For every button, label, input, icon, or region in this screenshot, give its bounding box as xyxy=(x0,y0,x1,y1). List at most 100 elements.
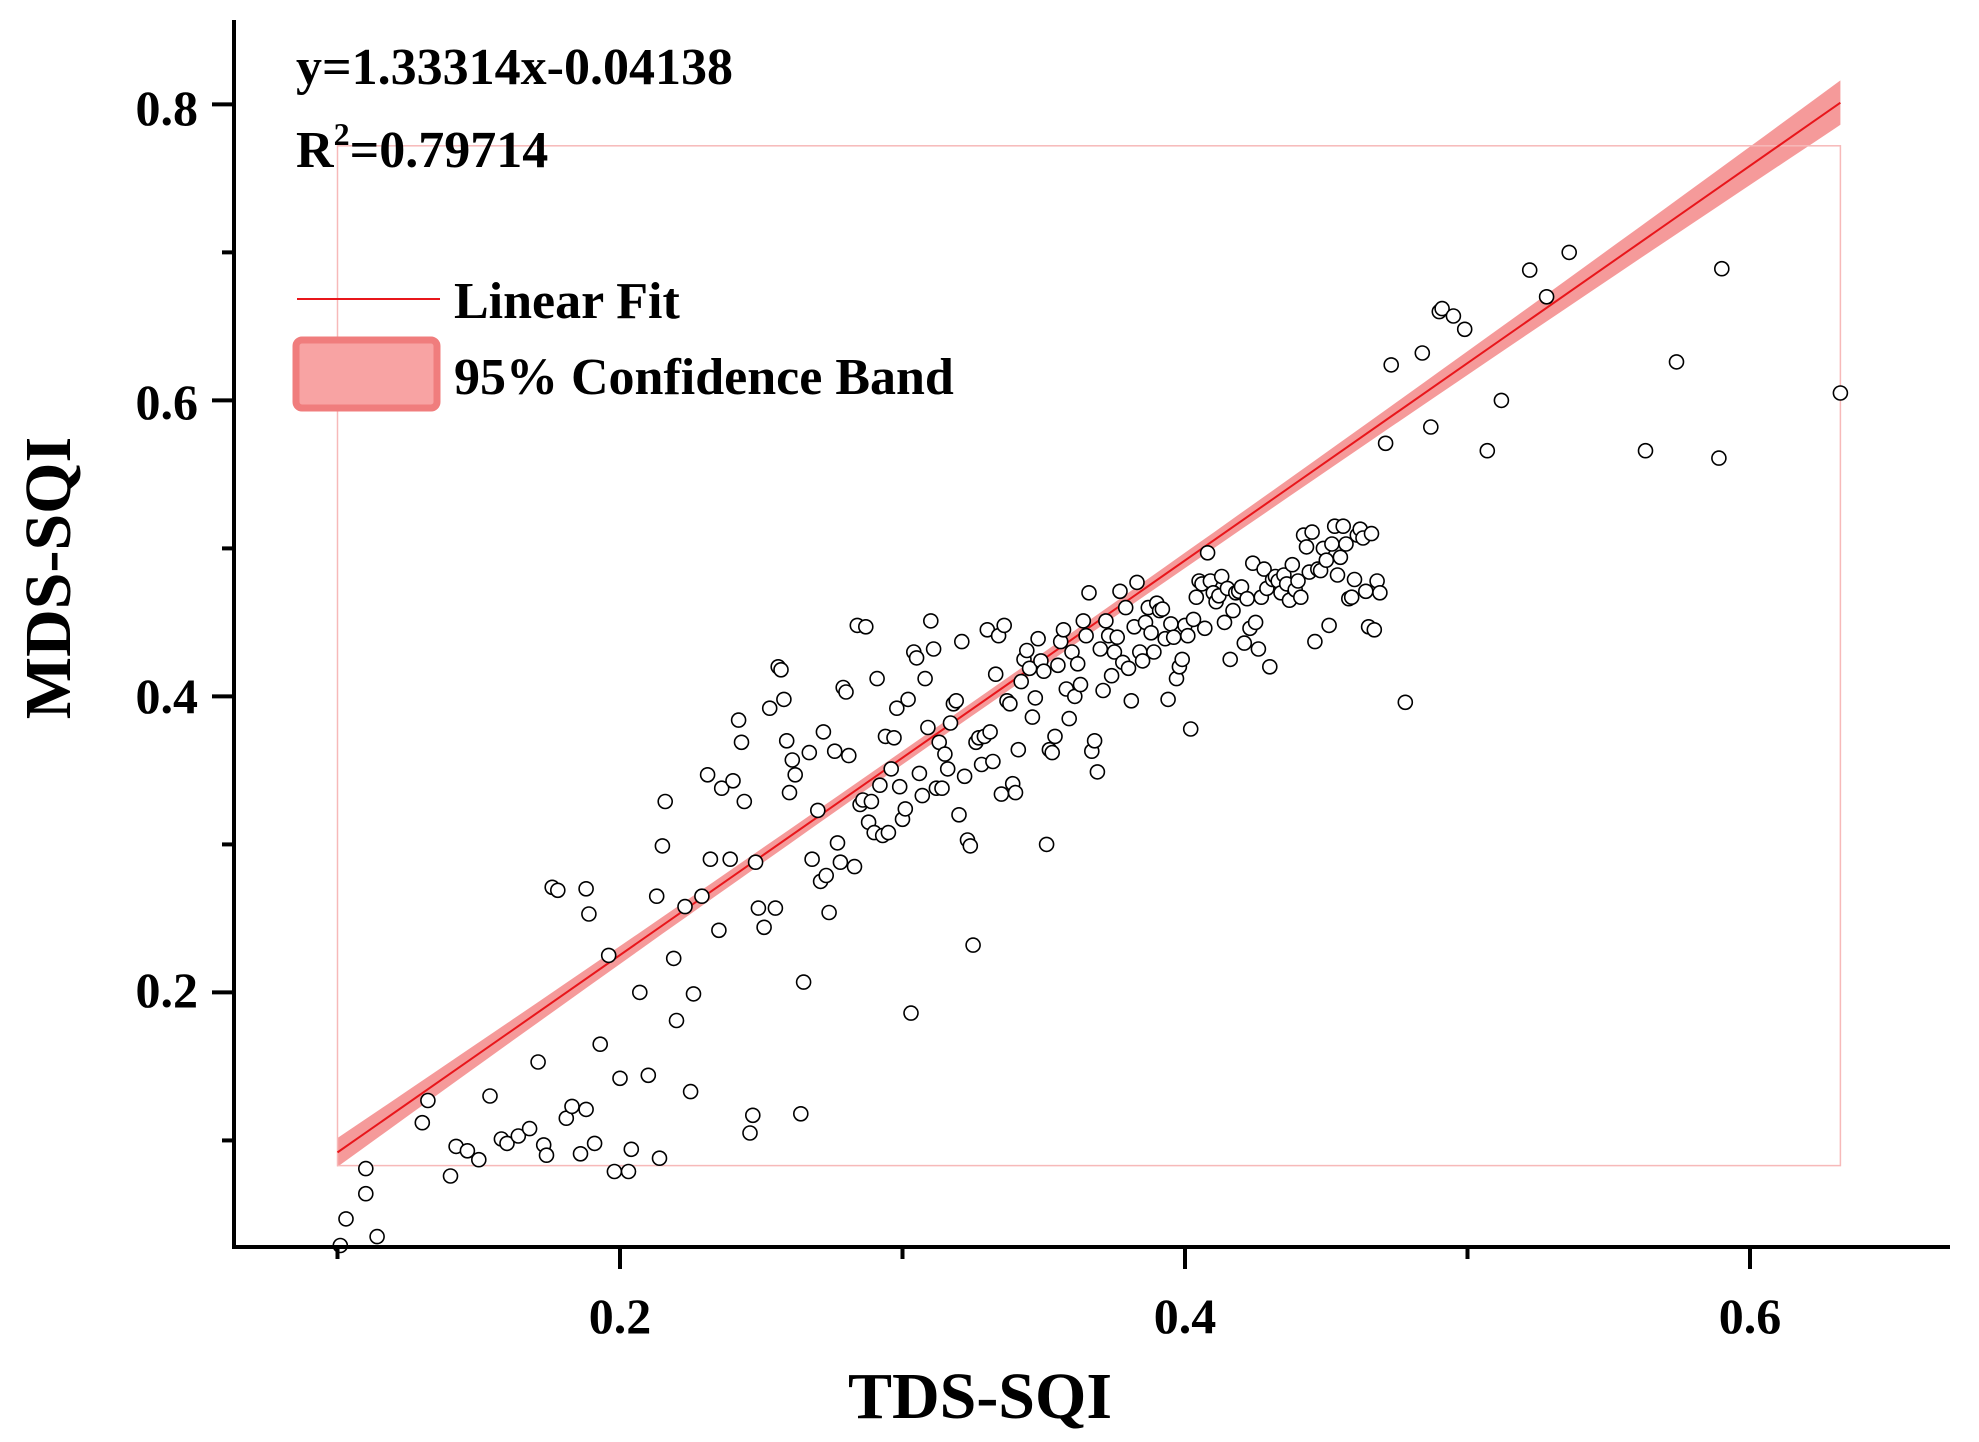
data-point xyxy=(1377,435,1394,452)
data-point xyxy=(1103,667,1120,684)
data-point xyxy=(953,633,970,650)
data-point xyxy=(357,1160,374,1177)
data-point xyxy=(948,692,965,709)
data-point xyxy=(1222,651,1238,668)
data-point xyxy=(1366,621,1383,638)
data-point xyxy=(1714,260,1730,277)
data-point xyxy=(742,1125,758,1141)
legend-label-fit: Linear Fit xyxy=(454,273,680,330)
data-point xyxy=(1290,573,1306,589)
data-point xyxy=(804,851,820,868)
data-point xyxy=(1013,673,1030,690)
data-point xyxy=(581,906,597,922)
data-point xyxy=(1089,764,1106,780)
data-point xyxy=(840,747,857,764)
data-point xyxy=(1324,536,1340,552)
data-point xyxy=(651,1150,668,1166)
data-point xyxy=(521,1120,538,1137)
data-point xyxy=(987,666,1004,683)
data-point xyxy=(897,801,914,817)
data-point xyxy=(1120,660,1137,677)
axes xyxy=(232,20,1950,1249)
x-axis-title: TDS-SQI xyxy=(848,1360,1112,1433)
data-point xyxy=(1036,663,1052,680)
data-point xyxy=(538,1147,555,1163)
data-point xyxy=(965,937,981,953)
data-point xyxy=(1423,419,1439,435)
data-point xyxy=(747,854,764,871)
data-point xyxy=(908,650,925,666)
data-point xyxy=(937,746,953,762)
data-point xyxy=(640,1067,657,1084)
data-point xyxy=(911,765,928,782)
data-point xyxy=(1123,692,1140,709)
data-point xyxy=(920,719,936,736)
data-point xyxy=(886,729,902,746)
data-point xyxy=(369,1228,385,1245)
data-point xyxy=(1143,624,1159,641)
data-point xyxy=(993,786,1010,802)
data-point xyxy=(1002,695,1018,712)
data-point xyxy=(1095,682,1111,699)
data-point xyxy=(677,898,693,915)
data-point xyxy=(713,780,730,797)
data-point xyxy=(694,888,710,905)
data-point xyxy=(606,1163,623,1180)
data-point xyxy=(818,867,835,884)
data-point xyxy=(1197,620,1213,637)
data-point xyxy=(1146,644,1162,660)
data-point xyxy=(1163,616,1179,632)
data-point xyxy=(1069,655,1086,672)
data-point xyxy=(939,761,956,777)
data-point xyxy=(826,743,843,760)
x-tick-label: 0.6 xyxy=(1719,1288,1782,1344)
data-point xyxy=(784,752,801,768)
data-point xyxy=(1050,657,1066,674)
data-point xyxy=(1434,300,1450,317)
y-axis-title: MDS-SQI xyxy=(12,437,85,719)
data-point xyxy=(880,824,897,841)
data-point xyxy=(682,1083,699,1100)
data-point xyxy=(1383,357,1399,373)
data-point xyxy=(1199,544,1216,561)
data-point xyxy=(787,766,804,783)
data-point xyxy=(1112,583,1128,600)
data-point xyxy=(1479,442,1496,459)
data-point xyxy=(1098,613,1114,629)
data-point xyxy=(925,641,942,657)
data-point xyxy=(801,744,818,761)
legend: Linear Fit 95% Confidence Band xyxy=(292,273,954,412)
fit-line-layer xyxy=(336,101,1841,1154)
data-point xyxy=(578,1101,594,1118)
data-point xyxy=(1092,641,1109,657)
data-point xyxy=(815,724,832,740)
data-point xyxy=(914,787,931,804)
data-point xyxy=(1561,244,1577,261)
data-point xyxy=(733,734,750,751)
data-point xyxy=(863,793,880,810)
data-point xyxy=(1075,613,1092,629)
data-point xyxy=(530,1054,546,1070)
data-point xyxy=(722,851,739,868)
data-point xyxy=(1038,836,1055,853)
data-point xyxy=(750,900,767,916)
data-point xyxy=(623,1141,640,1158)
data-point xyxy=(482,1088,498,1104)
data-point xyxy=(600,947,617,964)
data-point xyxy=(702,851,719,868)
legend-band-swatch xyxy=(292,336,441,412)
data-point xyxy=(1358,583,1374,600)
data-point xyxy=(586,1135,603,1152)
data-point xyxy=(1078,627,1094,644)
y-tick-label: 0.6 xyxy=(136,374,199,430)
data-point xyxy=(665,950,682,967)
y-tick-label: 0.2 xyxy=(136,962,199,1018)
data-point xyxy=(1372,584,1388,601)
data-point xyxy=(821,904,837,921)
data-point xyxy=(510,1128,527,1144)
data-point xyxy=(917,670,933,687)
data-point xyxy=(1832,385,1849,401)
r-squared: R2=0.79714 xyxy=(296,116,548,179)
data-point xyxy=(730,712,747,728)
